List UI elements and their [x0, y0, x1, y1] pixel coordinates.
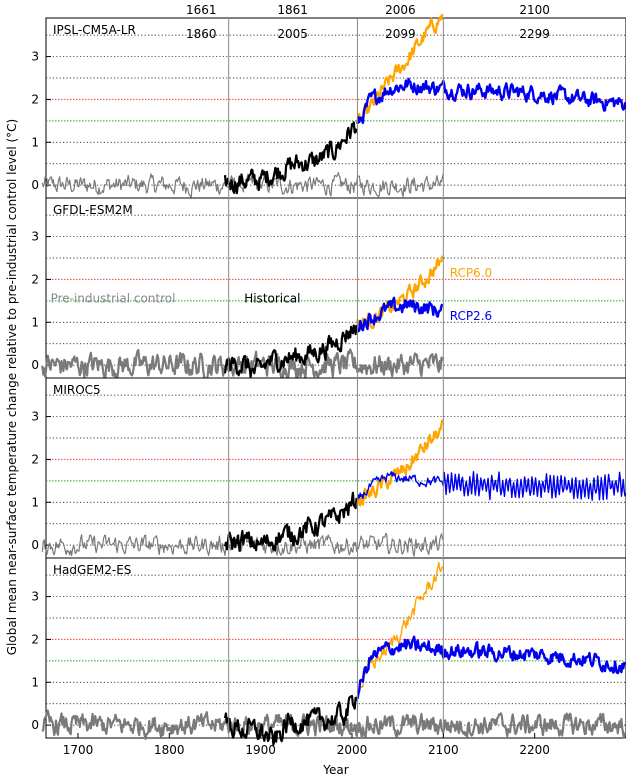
- period-label-bottom: 2005: [277, 27, 308, 41]
- period-label-bottom: 2099: [385, 27, 416, 41]
- rcp26-line: [356, 471, 626, 501]
- control-line: [41, 172, 444, 198]
- period-label-top: 2006: [385, 3, 416, 17]
- panel-title: IPSL-CM5A-LR: [53, 23, 136, 37]
- control-line: [41, 709, 626, 740]
- historical-line: [223, 491, 358, 552]
- rcp60-line: [356, 419, 444, 507]
- x-axis-label: Year: [322, 763, 348, 777]
- y-tick-label: 1: [31, 675, 39, 689]
- annotation: Historical: [244, 292, 300, 306]
- rcp60-line: [356, 255, 444, 330]
- x-tick-label: 1800: [154, 743, 185, 757]
- y-tick-label: 2: [31, 272, 39, 286]
- rcp26-line: [356, 77, 626, 125]
- panel-hadgem2-es: 0 1 2 3 HadGEM2-ES: [31, 557, 626, 746]
- y-tick-label: 0: [31, 178, 39, 192]
- y-tick-label: 3: [31, 590, 39, 604]
- y-tick-label: 1: [31, 135, 39, 149]
- y-tick-label: 2: [31, 632, 39, 646]
- y-tick-label: 0: [31, 538, 39, 552]
- panels-group: 0 1 2 3 IPSL-CM5A-LR 0 1 2 3 GFDL-ESM2M Pre-indust…: [31, 13, 626, 746]
- panel-frame: [45, 377, 626, 559]
- panel-title: GFDL-ESM2M: [53, 203, 133, 217]
- panel-frame: [45, 197, 626, 379]
- period-label-top: 2100: [519, 3, 550, 17]
- panel-frame: [45, 557, 626, 739]
- period-label-top: 1661: [186, 3, 217, 17]
- rcp60-line: [356, 561, 444, 699]
- y-tick-label: 2: [31, 92, 39, 106]
- rcp60-line: [356, 13, 444, 122]
- period-label-bottom: 2299: [519, 27, 550, 41]
- y-tick-label: 2: [31, 452, 39, 466]
- historical-line: [223, 121, 358, 195]
- annotation: Pre-industrial control: [51, 292, 176, 306]
- rcp26-line: [356, 296, 444, 333]
- y-axis-label: Global mean near-surface temperature cha…: [5, 119, 19, 656]
- panel-gfdl-esm2m: 0 1 2 3 GFDL-ESM2M Pre-industrial control Hist…: [31, 197, 626, 383]
- x-tick-label: 1700: [63, 743, 94, 757]
- annotation: RCP2.6: [450, 309, 492, 323]
- y-tick-label: 3: [31, 410, 39, 424]
- panel-miroc5: 0 1 2 3 MIROC5: [31, 377, 626, 559]
- y-tick-label: 3: [31, 230, 39, 244]
- period-label-bottom: 1860: [186, 27, 217, 41]
- period-lines: [228, 18, 444, 738]
- panel-frame: [45, 17, 626, 199]
- x-tick-label: 1900: [245, 743, 276, 757]
- panel-title: HadGEM2-ES: [53, 563, 131, 577]
- y-tick-label: 3: [31, 50, 39, 64]
- panel-title: MIROC5: [53, 383, 101, 397]
- historical-line: [223, 694, 358, 746]
- historical-line: [223, 324, 358, 378]
- y-tick-label: 1: [31, 315, 39, 329]
- y-tick-label: 0: [31, 358, 39, 372]
- y-tick-label: 0: [31, 718, 39, 732]
- x-tick-label: 2000: [337, 743, 368, 757]
- x-tick-label: 2200: [519, 743, 550, 757]
- x-tick-label: 2100: [428, 743, 459, 757]
- y-tick-label: 1: [31, 495, 39, 509]
- period-label-top: 1861: [277, 3, 308, 17]
- x-axis: 1700 1800 1900 2000 2100 2200: [63, 733, 550, 757]
- annotation: RCP6.0: [450, 266, 492, 280]
- panel-ipsl-cm5a-lr: 0 1 2 3 IPSL-CM5A-LR: [31, 13, 626, 199]
- rcp26-line: [356, 635, 626, 700]
- control-line: [41, 348, 445, 383]
- period-labels: 1661 1860 1861 2005 2006 2099 2100 2299: [186, 3, 550, 41]
